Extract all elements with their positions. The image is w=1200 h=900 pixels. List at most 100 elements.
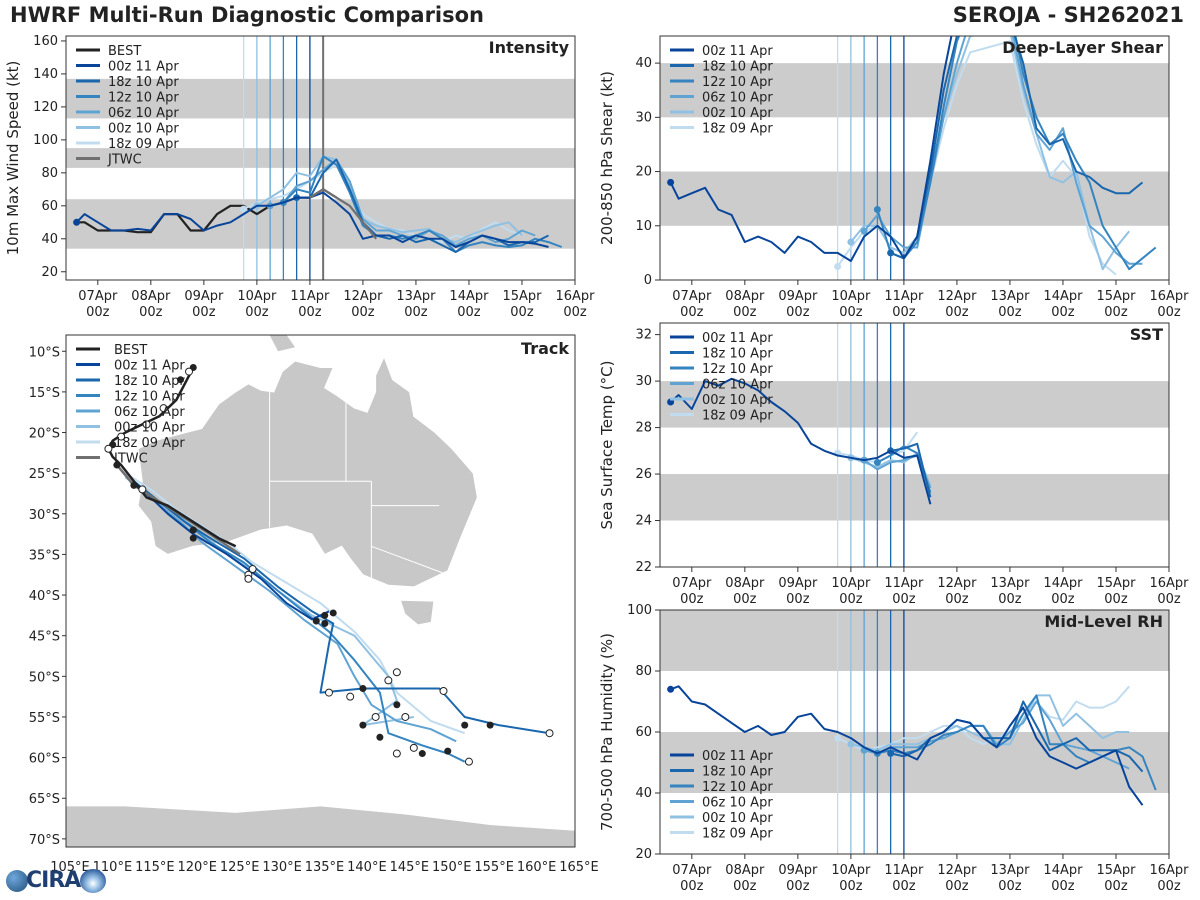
track-xtick-label: 130°E	[262, 860, 302, 875]
rh-init-marker	[834, 734, 842, 742]
intensity-legend-label: 12z 10 Apr	[108, 91, 179, 106]
shear-init-marker	[860, 227, 868, 235]
rh-xtick-date: 14Apr	[1043, 863, 1083, 878]
track-marker-open	[104, 444, 113, 453]
intensity-series-1	[296, 158, 549, 253]
main-title: HWRF Multi-Run Diagnostic Comparison	[10, 3, 485, 27]
shear-ylabel: 200-850 hPa Shear (kt)	[598, 71, 616, 245]
track-marker-open	[401, 712, 410, 721]
rh-ylabel: 700-500 hPa Humidity (%)	[598, 633, 616, 831]
sst-xtick-hour: 00z	[680, 592, 704, 607]
panel-sst: 22242628303207Apr00z08Apr00z09Apr00z10Ap…	[598, 322, 1189, 607]
intensity-xtick-hour: 00z	[139, 305, 163, 320]
intensity-xtick-date: 10Apr	[237, 289, 277, 304]
sst-xtick-date: 15Apr	[1096, 576, 1136, 591]
rh-init-marker	[887, 749, 895, 757]
sst-xtick-date: 11Apr	[884, 576, 924, 591]
track-marker-open	[464, 757, 473, 766]
sst-legend-label: 18z 09 Apr	[702, 409, 773, 424]
intensity-ytick-label: 120	[33, 100, 58, 115]
sst-xtick-date: 14Apr	[1043, 576, 1083, 591]
rh-legend-label: 12z 10 Apr	[702, 780, 773, 795]
track-marker-open	[346, 692, 355, 701]
sst-band	[660, 381, 1169, 428]
intensity-ytick-label: 140	[33, 67, 58, 82]
sst-legend-label: 18z 10 Apr	[702, 347, 773, 362]
shear-xtick-date: 08Apr	[725, 289, 765, 304]
logo-globe-icon	[6, 870, 28, 892]
intensity-legend-label: 00z 10 Apr	[108, 122, 179, 137]
shear-band	[660, 63, 1169, 118]
sst-band	[660, 474, 1169, 521]
rh-init-marker	[847, 740, 855, 748]
track-legend-label: 06z 10 Apr	[114, 405, 185, 420]
track-marker-open	[392, 749, 401, 758]
track-legend-label: 00z 10 Apr	[114, 421, 185, 436]
track-xtick-label: 120°E	[177, 860, 217, 875]
intensity-series-4	[256, 155, 523, 244]
track-xtick-label: 125°E	[220, 860, 260, 875]
sst-title: SST	[1130, 325, 1163, 344]
sst-ytick-label: 32	[635, 328, 652, 343]
track-ytick-label: 35°S	[29, 548, 60, 563]
track-frame	[65, 334, 576, 848]
intensity-xtick-date: 14Apr	[449, 289, 489, 304]
shear-xtick-hour: 00z	[786, 305, 810, 320]
intensity-xtick-date: 08Apr	[131, 289, 171, 304]
track-legend-label: 18z 10 Apr	[114, 374, 185, 389]
sst-ytick-label: 30	[635, 374, 652, 389]
shear-xtick-date: 14Apr	[1043, 289, 1083, 304]
track-marker-open	[117, 432, 126, 441]
track-title: Track	[521, 339, 569, 358]
intensity-band	[66, 78, 575, 119]
sst-frame	[659, 322, 1170, 568]
track-ytick-label: 40°S	[29, 589, 60, 604]
rh-ytick-label: 80	[635, 664, 652, 679]
logo-text: CIRA	[26, 868, 81, 893]
track-marker-filled	[189, 526, 197, 534]
sst-xtick-hour: 00z	[1104, 592, 1128, 607]
track-marker-open	[384, 676, 393, 685]
rh-xtick-hour: 00z	[998, 879, 1022, 894]
sst-xtick-hour: 00z	[839, 592, 863, 607]
sst-legend-label: 12z 10 Apr	[702, 362, 773, 377]
sst-legend-label: 00z 11 Apr	[702, 331, 773, 346]
rh-title: Mid-Level RH	[1044, 612, 1163, 631]
intensity-xtick-hour: 00z	[192, 305, 216, 320]
intensity-legend-label: 00z 11 Apr	[108, 60, 179, 75]
track-marker-open	[371, 712, 380, 721]
track-marker-open	[142, 420, 151, 429]
sst-init-marker	[873, 458, 881, 466]
intensity-ytick-label: 60	[41, 199, 58, 214]
sst-xtick-date: 09Apr	[778, 576, 818, 591]
intensity-legend-label: 18z 09 Apr	[108, 137, 179, 152]
shear-xtick-hour: 00z	[733, 305, 757, 320]
timor-landmass	[269, 335, 296, 352]
sst-xtick-hour: 00z	[786, 592, 810, 607]
rh-band	[660, 732, 1169, 793]
track-marker-open	[138, 485, 147, 494]
track-xtick-label: 140°E	[347, 860, 387, 875]
shear-init-marker	[834, 262, 842, 270]
intensity-ytick-label: 80	[41, 166, 58, 181]
intensity-xtick-hour: 00z	[245, 305, 269, 320]
track-xtick-label: 150°E	[432, 860, 472, 875]
track-plot-area	[66, 335, 575, 847]
track-marker-open	[244, 574, 253, 583]
intensity-xtick-date: 09Apr	[184, 289, 224, 304]
rh-legend-label: 06z 10 Apr	[702, 796, 773, 811]
track-marker-filled	[113, 461, 121, 469]
shear-title: Deep-Layer Shear	[1002, 38, 1163, 57]
intensity-ylabel: 10m Max Wind Speed (kt)	[4, 61, 22, 256]
sst-xtick-date: 12Apr	[937, 576, 977, 591]
track-marker-filled	[321, 620, 329, 628]
rh-ytick-label: 60	[635, 725, 652, 740]
track-marker-filled	[130, 481, 138, 489]
sst-ytick-label: 24	[635, 514, 652, 529]
tasmania-landmass	[401, 600, 434, 625]
track-ytick-label: 65°S	[29, 792, 60, 807]
sst-legend-label: 00z 10 Apr	[702, 393, 773, 408]
track-xtick-label: 115°E	[135, 860, 175, 875]
intensity-xtick-date: 11Apr	[290, 289, 330, 304]
